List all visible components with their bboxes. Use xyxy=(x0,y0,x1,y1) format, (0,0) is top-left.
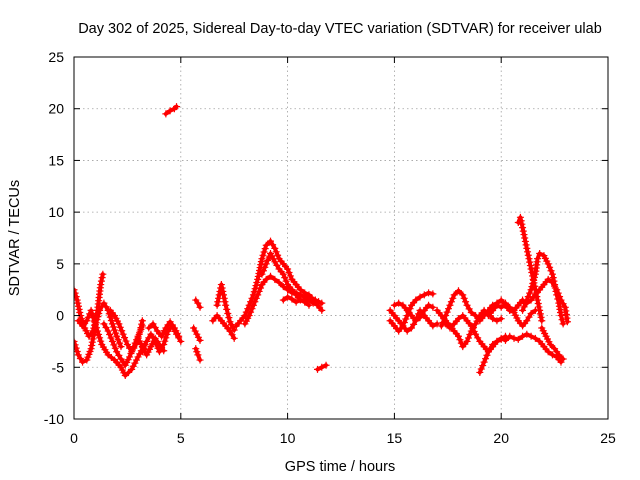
plus-markers xyxy=(501,299,539,330)
satellite-trace xyxy=(538,324,567,363)
plus-markers xyxy=(279,293,313,309)
x-tick-label: 5 xyxy=(177,430,185,446)
y-tick-label: 10 xyxy=(48,204,64,220)
x-tick-label: 15 xyxy=(387,430,403,446)
plus-markers xyxy=(519,250,567,328)
y-tick-label: 15 xyxy=(48,152,64,168)
plus-markers xyxy=(213,281,238,334)
x-axis-label: GPS time / hours xyxy=(285,459,395,475)
plus-markers xyxy=(209,312,238,342)
plus-markers xyxy=(476,332,509,376)
plus-markers xyxy=(162,103,181,118)
satellite-trace xyxy=(74,299,125,366)
grid-lines xyxy=(74,57,608,419)
satellite-trace xyxy=(190,324,204,344)
trace-line xyxy=(146,319,181,339)
satellite-trace xyxy=(145,318,183,340)
satellite-trace xyxy=(162,103,181,118)
x-tick-label: 0 xyxy=(70,430,78,446)
y-tick-label: -5 xyxy=(52,359,65,375)
satellite-trace xyxy=(192,296,204,311)
y-tick-label: -10 xyxy=(44,411,64,427)
plus-markers xyxy=(390,299,437,325)
plus-markers xyxy=(74,306,148,380)
data-traces xyxy=(74,103,571,380)
satellite-trace xyxy=(209,312,238,342)
plus-markers xyxy=(192,296,204,311)
x-tick-label: 20 xyxy=(493,430,509,446)
plus-markers xyxy=(145,318,183,340)
satellite-trace xyxy=(134,334,168,359)
trace-line xyxy=(163,104,179,116)
satellite-trace xyxy=(74,306,148,380)
plus-markers xyxy=(192,345,204,364)
y-tick-label: 0 xyxy=(56,308,64,324)
satellite-trace xyxy=(74,270,107,340)
satellite-trace xyxy=(476,332,509,376)
trace-line xyxy=(539,326,566,361)
satellite-trace xyxy=(213,281,238,334)
plus-markers xyxy=(74,299,125,366)
satellite-trace xyxy=(519,250,567,328)
plus-markers xyxy=(538,324,567,363)
plus-markers xyxy=(314,361,330,373)
plus-markers xyxy=(190,324,204,344)
satellite-trace xyxy=(314,361,330,373)
x-tick-label: 25 xyxy=(600,430,616,446)
y-tick-label: 5 xyxy=(56,256,64,272)
satellite-trace xyxy=(501,299,539,330)
plot-frame xyxy=(73,56,609,420)
satellite-trace xyxy=(279,293,313,309)
satellite-trace xyxy=(241,272,326,328)
satellite-trace xyxy=(192,345,204,364)
y-tick-label: 25 xyxy=(48,49,64,65)
satellite-trace xyxy=(390,299,437,325)
x-tick-label: 10 xyxy=(280,430,296,446)
plus-markers xyxy=(241,272,326,328)
y-axis-label: SDTVAR / TECUs xyxy=(7,180,23,296)
y-tick-label: 20 xyxy=(48,101,64,117)
plus-markers xyxy=(134,334,168,359)
axis-ticks: 0 5 10 15 20 25 -10 -5 0 5 10 15 20 25 xyxy=(44,49,616,446)
chart-title: Day 302 of 2025, Sidereal Day-to-day VTE… xyxy=(78,21,602,37)
